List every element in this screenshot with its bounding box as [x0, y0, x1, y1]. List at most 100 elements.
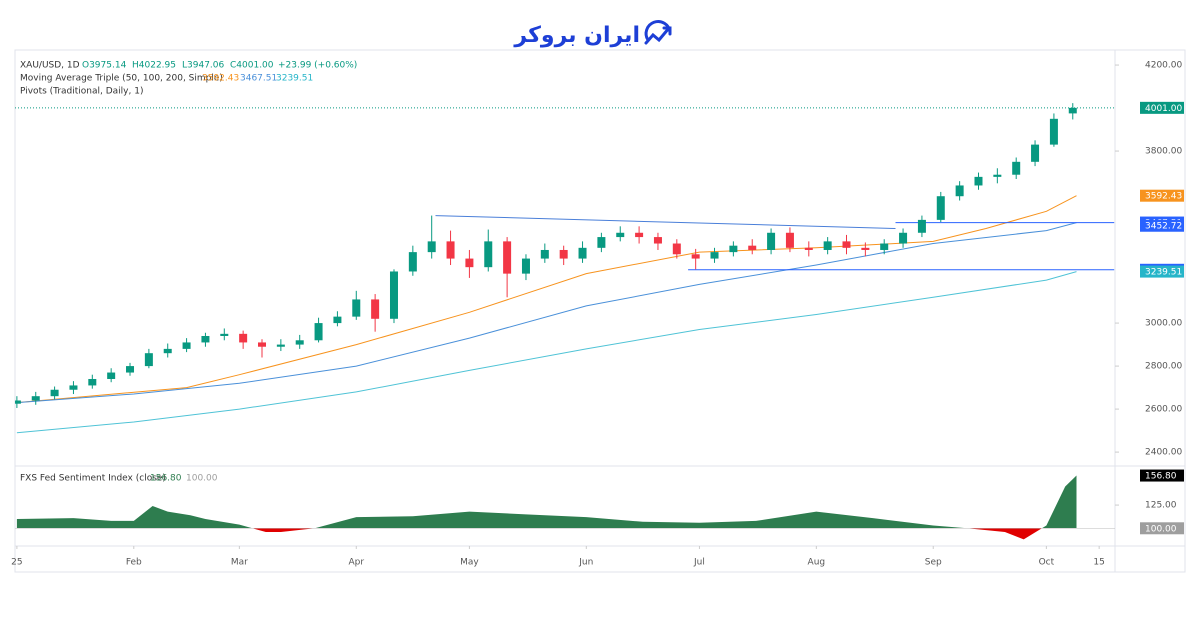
candle-body	[672, 243, 681, 255]
candle-body	[653, 237, 662, 244]
x-tick-label: May	[460, 558, 479, 568]
price-label-bg	[1140, 469, 1184, 482]
legend: XAU/USD, 1D O3975.14 H4022.95 L3947.06 C…	[20, 61, 357, 484]
candle-body	[785, 232, 794, 248]
price-label-bg	[1140, 189, 1184, 202]
chart-frame	[14, 49, 1186, 573]
candle-body	[917, 219, 926, 233]
price-label-bg	[1140, 522, 1184, 535]
candle-body	[144, 353, 153, 367]
candle-body	[1068, 107, 1077, 114]
x-tick-label: Oct	[1039, 558, 1055, 568]
candle-body	[201, 335, 210, 343]
candle-body	[446, 241, 455, 259]
candle-body	[427, 241, 436, 253]
x-tick-label: 25	[11, 558, 22, 568]
candle-body	[408, 252, 417, 272]
candle-body	[182, 342, 191, 349]
y-tick-label: 3000.00	[1145, 319, 1182, 329]
y-tick-label: 4200.00	[1145, 61, 1182, 71]
sentiment-area-negative	[16, 528, 1077, 540]
candle-body	[163, 348, 172, 354]
candle-body	[503, 241, 512, 274]
x-tick-label: Jul	[693, 558, 705, 568]
price-label: 100.00	[1145, 524, 1177, 534]
moving-average	[16, 195, 1077, 404]
candle-body	[484, 241, 493, 268]
candle-body	[465, 258, 474, 268]
candle-body	[295, 340, 304, 345]
price-label: 3239.51	[1145, 268, 1182, 278]
candle-body	[69, 385, 78, 390]
trendline	[435, 215, 896, 229]
candle-body	[899, 232, 908, 244]
candle-body	[578, 247, 587, 259]
x-tick-label: Jun	[578, 558, 593, 568]
sentiment-area-positive	[16, 475, 1077, 529]
candle-body	[748, 245, 757, 250]
candle-body	[823, 241, 832, 250]
y-tick-label: 3800.00	[1145, 147, 1182, 157]
legend-low: L3947.06	[182, 61, 225, 71]
candle-body	[126, 366, 135, 373]
candle-body	[710, 252, 719, 259]
y-tick-label: 2600.00	[1145, 405, 1182, 415]
price-label-bg	[1140, 265, 1184, 278]
sentiment-baseline: 100.00	[186, 474, 218, 484]
candle-body	[352, 299, 361, 317]
sentiment-value: 156.80	[150, 474, 182, 484]
candle-body	[880, 243, 889, 250]
candle-body	[616, 232, 625, 238]
price-label-bg	[1140, 101, 1184, 114]
candle-body	[31, 396, 40, 401]
logo-icon	[644, 20, 672, 45]
legend-open: O3975.14	[82, 61, 127, 71]
legend-ma-value: 3592.43	[202, 74, 239, 84]
candle-body	[842, 241, 851, 248]
x-tick-label: Aug	[808, 558, 826, 568]
candle-body	[1049, 118, 1058, 145]
candle-body	[540, 249, 549, 259]
candle-body	[239, 333, 248, 343]
candle-body	[50, 389, 59, 397]
x-tick-label: 15	[1093, 558, 1104, 568]
candle-body	[804, 247, 813, 250]
legend-high: H4022.95	[132, 61, 176, 71]
candle-body	[955, 185, 964, 197]
candle-body	[559, 249, 568, 259]
x-tick-label: Mar	[231, 558, 248, 568]
candle-body	[389, 271, 398, 319]
candle-body	[861, 247, 870, 250]
legend-change: +23.99 (+0.60%)	[278, 61, 357, 71]
logo: ایران بروکر	[513, 20, 672, 48]
sentiment-title: FXS Fed Sentiment Index (close)	[20, 474, 166, 484]
legend-pivots: Pivots (Traditional, Daily, 1)	[20, 87, 143, 97]
candle-body	[314, 323, 323, 341]
price-label: 4001.00	[1145, 104, 1182, 114]
y-tick-label: 2400.00	[1145, 448, 1182, 458]
x-tick-label: Sep	[925, 558, 942, 568]
candle-body	[521, 258, 530, 274]
axis: 4200.00 3800.00 3000.00 2800.00 2600.00 2400.…	[11, 61, 1182, 568]
candle-body	[597, 237, 606, 248]
candle-body	[1031, 144, 1040, 162]
price-label: 3452.72	[1145, 222, 1182, 232]
candle-body	[635, 232, 644, 238]
x-tick-label: Feb	[126, 558, 142, 568]
legend-close: C4001.00	[230, 61, 274, 71]
main-pane	[15, 103, 1115, 434]
price-label: 3592.43	[1145, 192, 1182, 202]
candle-body	[1012, 161, 1021, 175]
candle-body	[371, 299, 380, 319]
logo-text: ایران بروکر	[513, 23, 640, 48]
candle-body	[220, 333, 229, 336]
candle-body	[974, 176, 983, 186]
candle-body	[993, 174, 1002, 177]
x-tick-label: Apr	[348, 558, 364, 568]
candle-body	[333, 316, 342, 324]
moving-average	[16, 271, 1077, 434]
moving-average	[16, 222, 1077, 404]
candle-body	[258, 342, 267, 347]
